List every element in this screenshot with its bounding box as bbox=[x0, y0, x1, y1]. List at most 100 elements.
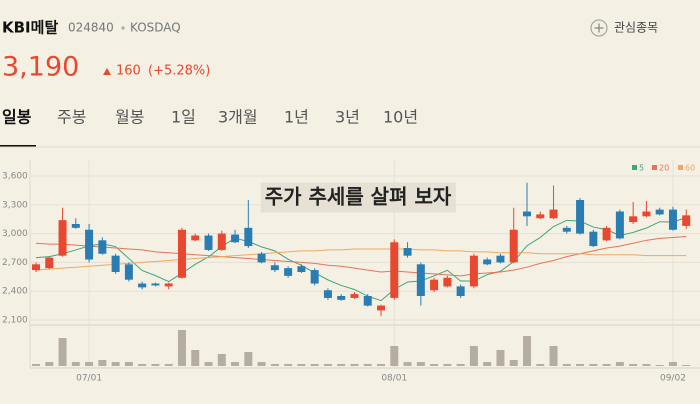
volume-bar bbox=[164, 364, 173, 366]
y-tick-label: 3,000 bbox=[2, 229, 28, 239]
volume-bar bbox=[602, 364, 611, 366]
candle-body bbox=[562, 227, 571, 232]
volume-bar bbox=[655, 365, 664, 366]
stock-name: KBI메탈 bbox=[2, 19, 58, 37]
candle-body bbox=[85, 229, 94, 260]
candle-body bbox=[350, 294, 359, 298]
volume-bar bbox=[668, 362, 677, 366]
volume-bar bbox=[284, 364, 293, 366]
volume-bar bbox=[522, 336, 531, 366]
volume-bar bbox=[642, 364, 651, 366]
tab[interactable]: 1일 bbox=[171, 108, 196, 127]
volume-bar bbox=[98, 360, 107, 366]
volume-bar bbox=[124, 362, 133, 366]
candle-body bbox=[496, 255, 505, 263]
volume-bar bbox=[217, 354, 226, 366]
volume-bar bbox=[430, 364, 439, 366]
candle-body bbox=[615, 211, 624, 239]
volume-bar bbox=[337, 364, 346, 366]
separator bbox=[121, 26, 125, 30]
volume-bar bbox=[403, 362, 412, 366]
candle-body bbox=[363, 296, 372, 306]
candle-body bbox=[655, 209, 664, 215]
tab[interactable]: 주봉 bbox=[57, 108, 86, 127]
plus-icon bbox=[590, 19, 608, 37]
candle-body bbox=[323, 290, 332, 298]
candle-body bbox=[257, 253, 266, 263]
volume-bar bbox=[231, 362, 240, 366]
candle-body bbox=[58, 220, 67, 256]
candle-body bbox=[483, 259, 492, 265]
candle-body bbox=[377, 305, 386, 311]
tab[interactable]: 10년 bbox=[383, 108, 418, 127]
volume-bar bbox=[297, 364, 306, 366]
tab[interactable]: 3년 bbox=[335, 108, 360, 127]
candle-body bbox=[536, 214, 545, 219]
candle-body bbox=[124, 264, 133, 280]
x-tick-label: 08/01 bbox=[381, 374, 407, 384]
candle-body bbox=[177, 229, 186, 278]
volume-bar bbox=[562, 364, 571, 366]
candle-body bbox=[191, 235, 200, 241]
candle-body bbox=[111, 255, 120, 272]
stock-code: 024840 bbox=[68, 21, 114, 35]
volume-bar bbox=[469, 346, 478, 366]
y-tick-label: 3,300 bbox=[2, 200, 28, 210]
volume-bar bbox=[310, 364, 319, 366]
candle-body bbox=[45, 257, 54, 269]
candle-body bbox=[390, 242, 399, 298]
watch-button[interactable]: 관심종목 bbox=[590, 19, 658, 37]
volume-bar bbox=[204, 362, 213, 366]
volume-bar bbox=[363, 364, 372, 366]
volume-bar bbox=[509, 360, 518, 366]
candle-body bbox=[98, 240, 107, 254]
volume-bar bbox=[589, 364, 598, 366]
candle-body bbox=[522, 211, 531, 217]
volume-bar bbox=[257, 362, 266, 366]
candle-body bbox=[629, 216, 638, 223]
volume-bar bbox=[390, 346, 399, 366]
volume-bar bbox=[615, 362, 624, 366]
volume-bar bbox=[496, 350, 505, 366]
candle-body bbox=[297, 266, 306, 272]
candle-body bbox=[204, 235, 213, 250]
y-tick-label: 2,400 bbox=[2, 287, 28, 297]
tab[interactable]: 1년 bbox=[284, 108, 309, 127]
volume-bar bbox=[682, 365, 691, 366]
legend-swatch bbox=[652, 165, 657, 170]
x-tick-label: 09/02 bbox=[660, 374, 686, 384]
tab[interactable]: 월봉 bbox=[115, 108, 144, 127]
price: 3,190 bbox=[2, 52, 79, 83]
candle-body bbox=[217, 233, 226, 250]
candle-body bbox=[138, 283, 147, 288]
volume-bar bbox=[549, 346, 558, 366]
candle-body bbox=[602, 227, 611, 241]
candle-body bbox=[549, 209, 558, 219]
change-percent: (+5.28%) bbox=[148, 64, 210, 79]
candle-body bbox=[310, 270, 319, 284]
x-tick-label: 07/01 bbox=[76, 374, 102, 384]
plus-icon bbox=[594, 23, 604, 33]
candle-body bbox=[456, 286, 465, 296]
legend-swatch bbox=[678, 165, 683, 170]
volume-bar bbox=[191, 350, 200, 366]
overlay-text: 주가 추세를 살펴 보자 bbox=[265, 185, 452, 209]
overlay-box bbox=[260, 182, 456, 213]
candle-body bbox=[270, 265, 279, 271]
volume-bar bbox=[536, 364, 545, 366]
volume-bar bbox=[244, 352, 253, 366]
candle-body bbox=[576, 200, 585, 234]
tab[interactable]: 일봉 bbox=[2, 108, 32, 127]
candle-body bbox=[682, 215, 691, 226]
moving-average-line bbox=[35, 248, 687, 271]
volume-bar bbox=[576, 364, 585, 366]
volume-bar bbox=[629, 364, 638, 366]
tab-bar: 일봉 주봉 월봉 1일 3개월 1년 3년 10년 bbox=[0, 108, 418, 147]
volume-bar bbox=[151, 364, 160, 366]
volume-bar bbox=[71, 362, 80, 366]
legend-swatch bbox=[632, 165, 637, 170]
tab[interactable]: 3개월 bbox=[218, 108, 258, 127]
candle-body bbox=[151, 283, 160, 286]
volume-bar bbox=[111, 362, 120, 366]
